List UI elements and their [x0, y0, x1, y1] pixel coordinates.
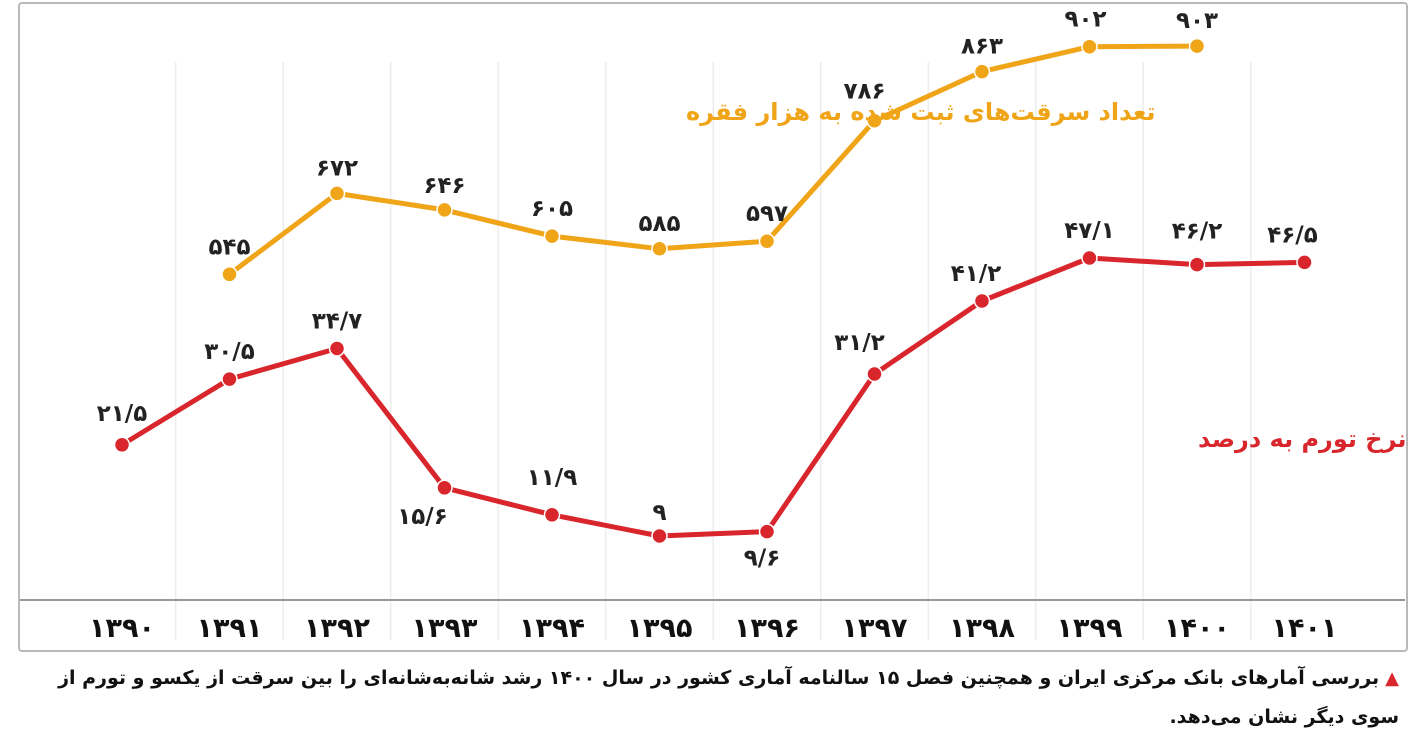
caption-text-1: بررسی آمارهای بانک مرکزی ایران و همچنین …	[58, 667, 1380, 689]
theft-series-data-label: ۶۷۲	[316, 155, 358, 181]
inflation-series-point	[758, 523, 776, 540]
theft-series-data-label: ۶۴۶	[423, 173, 465, 199]
theft-series-data-label: ۶۰۵	[531, 196, 573, 222]
x-tick-label: ۱۴۰۰	[1164, 613, 1230, 644]
x-tick-label: ۱۳۹۳	[412, 613, 478, 644]
caption-marker-icon: ▲	[1385, 668, 1399, 689]
inflation-series-point	[1081, 249, 1098, 267]
caption-text-2: سوی دیگر نشان می‌دهد.	[1169, 706, 1399, 728]
theft-series-point	[1188, 37, 1206, 55]
inflation-series-data-label: ۴۶/۲	[1172, 219, 1223, 245]
x-tick-label: ۱۳۹۰	[89, 613, 155, 644]
x-tick-label: ۱۳۹۸	[949, 613, 1015, 644]
inflation-series-data-label: ۱۵/۶	[397, 504, 448, 530]
theft-series-line	[227, 43, 1200, 277]
inflation-series-data-label: ۴۷/۱	[1064, 218, 1115, 244]
theft-series-point	[1081, 38, 1098, 55]
x-tick-label: ۱۳۹۹	[1057, 613, 1123, 644]
x-tick-label: ۱۳۹۵	[627, 613, 693, 644]
x-tick-label: ۱۳۹۶	[734, 613, 800, 644]
theft-series-data-label: ۷۸۶	[843, 79, 885, 105]
inflation-series-data-label: ۱۱/۹	[527, 465, 578, 491]
inflation-series-line	[119, 255, 1307, 539]
inflation-series-point	[113, 436, 131, 454]
theft-series-data-label: ۹۰۳	[1176, 8, 1218, 34]
inflation-series-point	[543, 506, 561, 524]
x-tick-label: ۱۳۹۴	[519, 613, 585, 644]
inflation-series-point	[436, 479, 453, 497]
inflation-series-data-label: ۹/۶	[744, 546, 780, 572]
theft-series-point	[651, 240, 668, 258]
inflation-series-point	[221, 370, 238, 388]
theft-series-point	[328, 185, 346, 202]
inflation-series-name: نرخ تورم به درصد	[1198, 425, 1407, 453]
inflation-series-data-label: ۴۶/۵	[1267, 222, 1318, 248]
x-tick-label: ۱۴۰۱	[1272, 613, 1338, 644]
theft-series-point	[758, 232, 776, 250]
inflation-series-point	[866, 365, 883, 383]
inflation-series-point	[1188, 256, 1206, 273]
inflation-series-data-label: ۹	[652, 500, 666, 526]
theft-series-data-label: ۵۴۵	[208, 234, 250, 260]
caption-line-2: سوی دیگر نشان می‌دهد.	[19, 703, 1399, 731]
x-tick-label: ۱۳۹۷	[842, 613, 908, 644]
x-tick-label: ۱۳۹۲	[304, 613, 370, 644]
theft-series-data-label: ۵۹۷	[746, 201, 788, 227]
x-tick-label: ۱۳۹۱	[197, 613, 263, 644]
line-chart: ۱۳۹۰ ۱۳۹۱ ۱۳۹۲ ۱۳۹۳ ۱۳۹۴ ۱۳۹۵ ۱۳۹۶ ۱۳۹۷ ۱۳۹۸ ۱۳۹۹…	[20, 7, 1407, 644]
theft-series-point	[866, 112, 883, 129]
inflation-series-data-label: ۳۴/۷	[312, 309, 363, 335]
inflation-series-point	[973, 292, 991, 310]
inflation-series-point	[651, 527, 668, 545]
theft-series-point	[543, 227, 561, 245]
caption-line-1: ▲بررسی آمارهای بانک مرکزی ایران و همچنین…	[19, 664, 1399, 693]
theft-series-name: تعداد سرقت‌های ثبت شده به هزار فقره	[686, 98, 1156, 126]
inflation-series-data-label: ۳۱/۲	[834, 330, 885, 356]
theft-series-point	[436, 201, 453, 219]
theft-series-data-label: ۸۶۳	[961, 34, 1003, 60]
inflation-series-point	[328, 340, 346, 357]
theft-series-point	[221, 266, 238, 283]
inflation-series-data-label: ۴۱/۲	[951, 261, 1002, 287]
theft-series-data-label: ۵۸۵	[638, 211, 680, 237]
theft-series-point	[973, 63, 991, 80]
inflation-series-data-label: ۳۰/۵	[204, 339, 255, 365]
inflation-series-point	[1296, 254, 1313, 271]
inflation-series-data-label: ۲۱/۵	[97, 401, 148, 427]
theft-series-data-label: ۹۰۲	[1064, 7, 1106, 33]
